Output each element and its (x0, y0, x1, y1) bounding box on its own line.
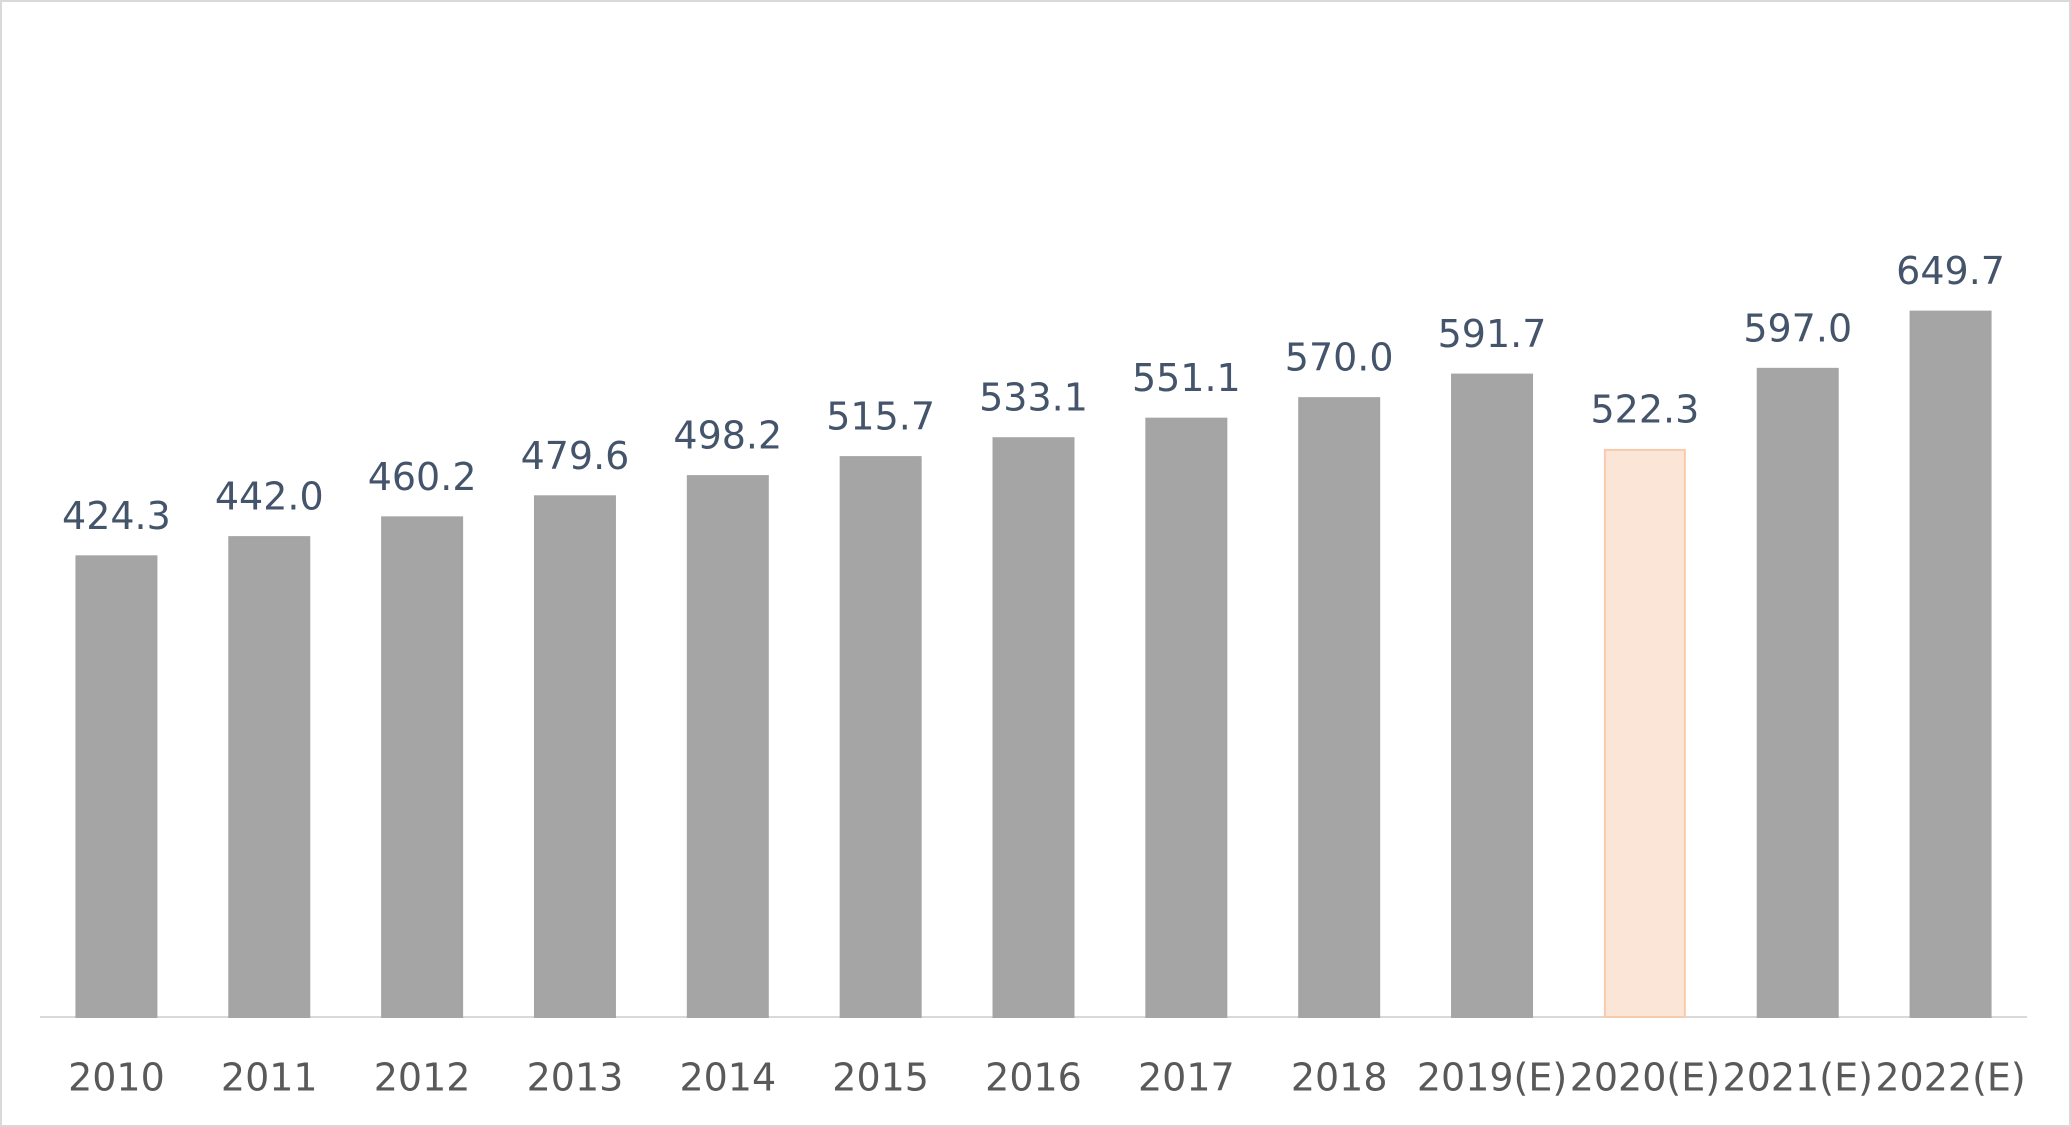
value-label: 533.1 (979, 376, 1088, 420)
value-label: 424.3 (62, 494, 171, 538)
bar (228, 536, 311, 1018)
value-label: 649.7 (1896, 249, 2005, 293)
bar (75, 555, 158, 1018)
x-tick-label: 2010 (68, 1056, 165, 1100)
bar (992, 437, 1075, 1019)
value-label: 498.2 (673, 414, 782, 458)
bar (1145, 417, 1228, 1019)
bar (381, 516, 464, 1019)
value-label: 442.0 (215, 475, 324, 519)
x-tick-label: 2021(E) (1723, 1056, 1873, 1100)
bar (686, 475, 769, 1018)
x-tick-label: 2012 (374, 1056, 471, 1100)
bar (1451, 373, 1534, 1018)
value-label: 522.3 (1590, 387, 1699, 431)
x-tick-label: 2019(E) (1417, 1056, 1567, 1100)
x-tick-label: 2015 (832, 1056, 929, 1100)
value-label: 479.6 (521, 434, 630, 478)
value-label: 591.7 (1438, 312, 1547, 356)
value-label: 570.0 (1285, 336, 1394, 380)
x-tick-label: 2018 (1291, 1056, 1388, 1100)
value-label: 551.1 (1132, 356, 1241, 400)
x-tick-label: 2016 (985, 1056, 1082, 1100)
bar (1909, 310, 1992, 1018)
value-label: 515.7 (826, 395, 935, 439)
bar (1298, 397, 1381, 1018)
bar (1756, 367, 1839, 1019)
value-label: 597.0 (1743, 306, 1852, 350)
x-tick-label: 2013 (527, 1056, 624, 1100)
x-tick-label: 2011 (221, 1056, 318, 1100)
bar (1603, 448, 1686, 1018)
x-tick-label: 2017 (1138, 1056, 1235, 1100)
x-tick-label: 2022(E) (1875, 1056, 2025, 1100)
value-label: 460.2 (368, 455, 477, 499)
x-tick-label: 2020(E) (1570, 1056, 1720, 1100)
x-tick-label: 2014 (679, 1056, 776, 1100)
bar (839, 456, 922, 1018)
bar (533, 495, 616, 1018)
